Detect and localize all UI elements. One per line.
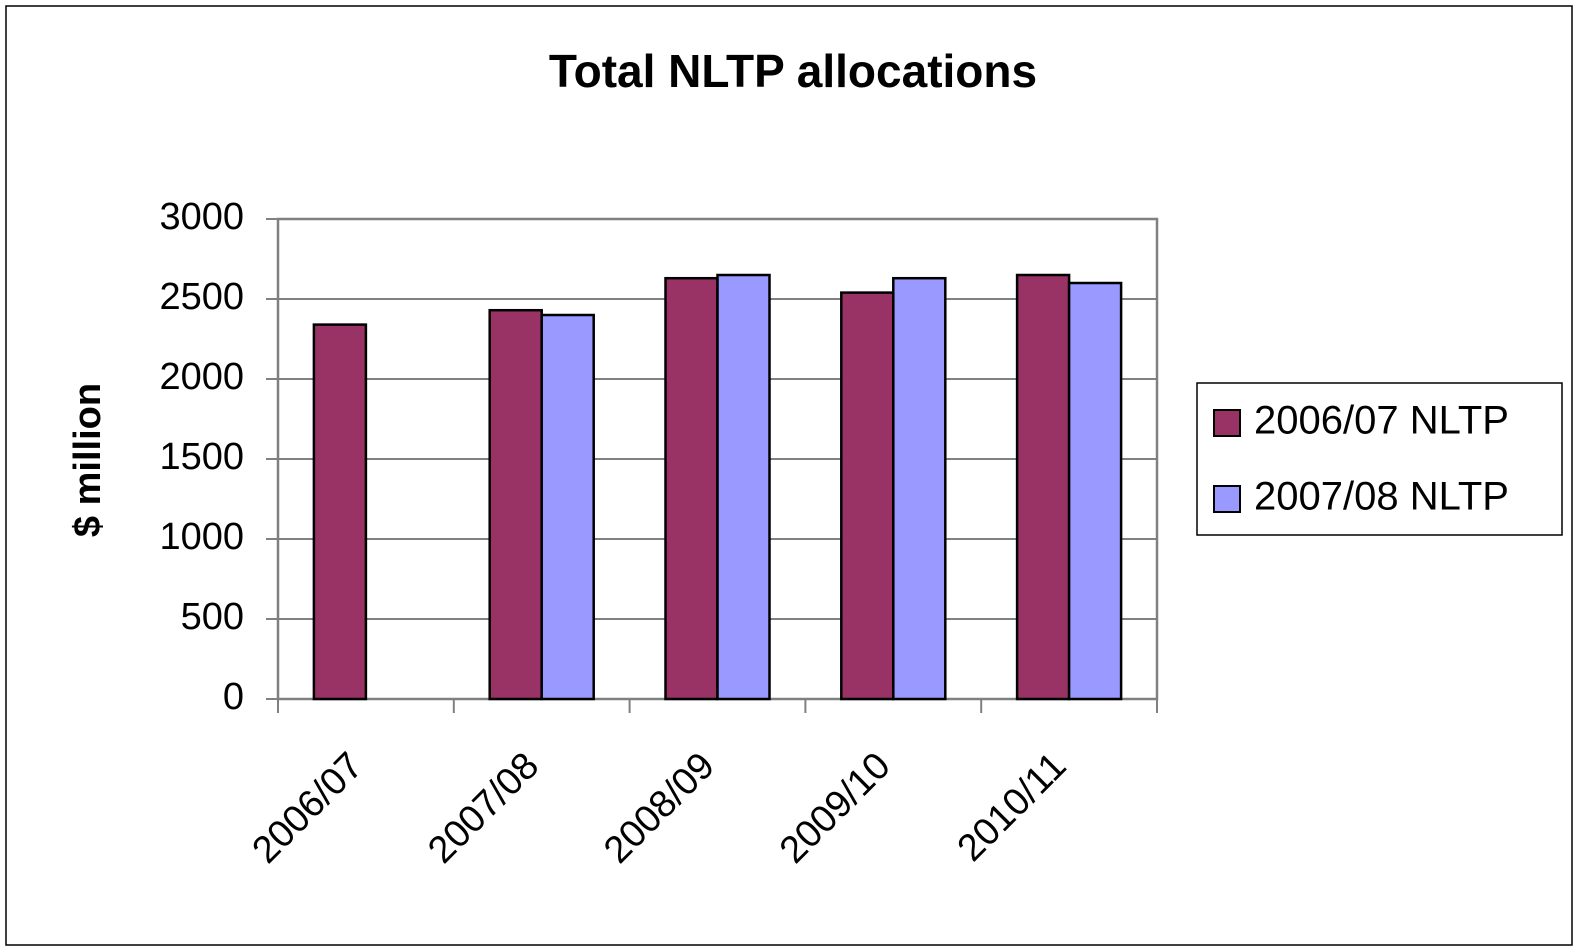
bar [312,323,368,701]
legend-swatch [1213,485,1241,513]
bar [892,276,947,701]
bar [488,308,543,701]
y-tick-label: 500 [181,596,244,638]
legend-box [1196,382,1563,536]
bar [664,276,719,701]
chart-title: Total NLTP allocations [549,45,1037,97]
y-tick-label: 2500 [159,276,244,318]
y-tick-label: 2000 [159,356,244,398]
y-tick-label: 1500 [159,436,244,478]
y-tick-label: 1000 [159,516,244,558]
bar [716,273,771,701]
legend-label: 2006/07 NLTP [1254,399,1509,443]
y-tick-label: 0 [223,676,244,718]
y-axis-label: $ million [67,383,109,537]
legend-label: 2007/08 NLTP [1254,475,1509,519]
bar [840,291,895,701]
bar [540,313,595,701]
bar [1015,273,1071,701]
bar [1067,281,1123,701]
y-tick-label: 3000 [159,196,244,238]
legend-swatch [1213,409,1241,437]
